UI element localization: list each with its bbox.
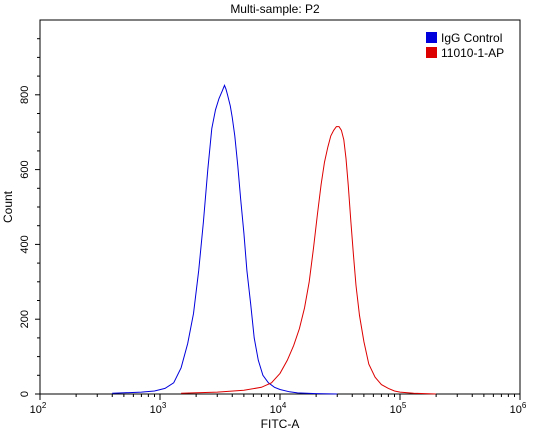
y-tick-label: 800 [19, 86, 31, 104]
x-tick-label: 105 [390, 401, 407, 416]
series-line-1 [112, 84, 338, 395]
series-layer [112, 84, 437, 395]
x-tick-label: 102 [30, 401, 47, 416]
plot-area [39, 19, 521, 395]
x-tick-label: 106 [510, 401, 527, 416]
x-tick-label: 104 [270, 401, 287, 416]
series-line-2 [181, 126, 437, 395]
legend-swatch-2 [426, 47, 437, 58]
legend-swatch-1 [426, 32, 437, 43]
y-tick-label: 400 [19, 235, 31, 253]
x-tick-label: 103 [150, 401, 167, 416]
x-axis-label: FITC-A [261, 417, 300, 431]
y-axis-label: Count [1, 190, 15, 223]
y-tick-label: 200 [19, 310, 31, 328]
y-axis: 0 200 400 600 800 [19, 38, 40, 397]
y-tick-label: 600 [19, 160, 31, 178]
chart-title: Multi-sample: P2 [230, 2, 320, 16]
legend-label-2: 11010-1-AP [441, 46, 504, 60]
y-tick-label: 0 [19, 391, 31, 397]
x-axis: 102 103 104 105 106 [30, 394, 527, 416]
legend-label-1: IgG Control [441, 31, 502, 45]
